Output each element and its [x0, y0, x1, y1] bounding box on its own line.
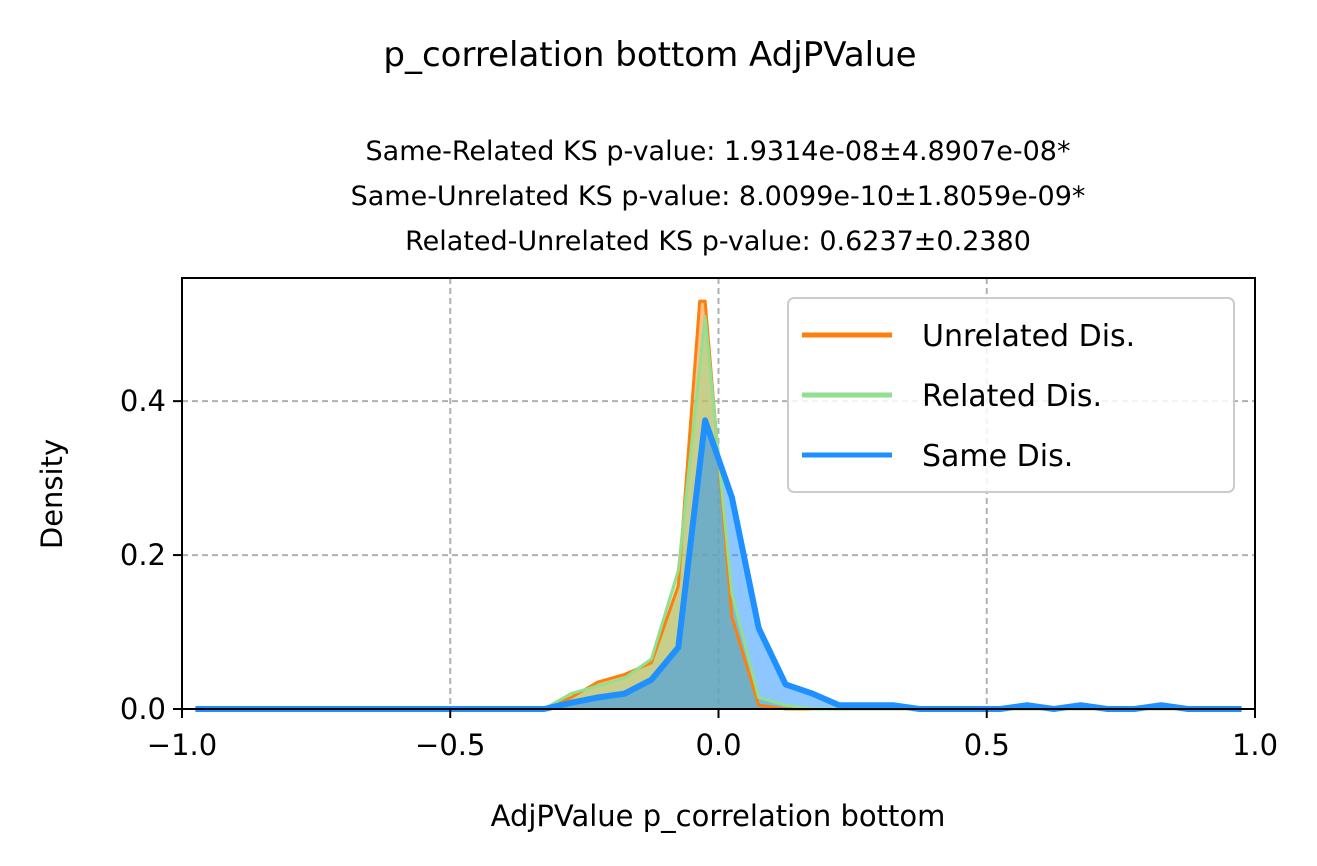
y-axis-label: Density	[35, 439, 69, 549]
legend-box	[787, 297, 1235, 493]
density-areas	[195, 301, 1242, 709]
y-tick-label: 0.0	[120, 692, 166, 726]
y-tick-label: 0.4	[120, 384, 166, 418]
x-tick-label: 1.0	[1232, 728, 1278, 762]
x-tick-label: 0.0	[695, 728, 741, 762]
y-axis-ticks: 0.0 0.2 0.4	[120, 384, 182, 726]
x-axis-label: AdjPValue p_correlation bottom	[491, 799, 946, 833]
subtitle-line-2: Same-Unrelated KS p-value: 8.0099e-10±1.…	[351, 181, 1086, 212]
legend-label-same-dis: Same Dis.	[922, 439, 1073, 474]
area-same-dis	[195, 420, 1242, 709]
y-tick-label: 0.2	[120, 538, 166, 572]
chart-suptitle: p_correlation bottom AdjPValue	[383, 35, 916, 75]
legend-label-unrelated-dis: Unrelated Dis.	[922, 319, 1135, 354]
x-tick-label: −1.0	[147, 728, 217, 762]
subtitle-line-1: Same-Related KS p-value: 1.9314e-08±4.89…	[366, 136, 1071, 167]
x-tick-label: −0.5	[415, 728, 485, 762]
legend: Unrelated Dis. Related Dis. Same Dis.	[787, 297, 1235, 493]
x-axis-ticks: −1.0 −0.5 0.0 0.5 1.0	[147, 709, 1278, 762]
line-unrelated-dis	[195, 299, 1242, 711]
line-related-dis	[195, 315, 1242, 711]
subtitle-line-3: Related-Unrelated KS p-value: 0.6237±0.2…	[405, 226, 1031, 257]
legend-label-related-dis: Related Dis.	[922, 379, 1102, 414]
x-tick-label: 0.5	[964, 728, 1010, 762]
